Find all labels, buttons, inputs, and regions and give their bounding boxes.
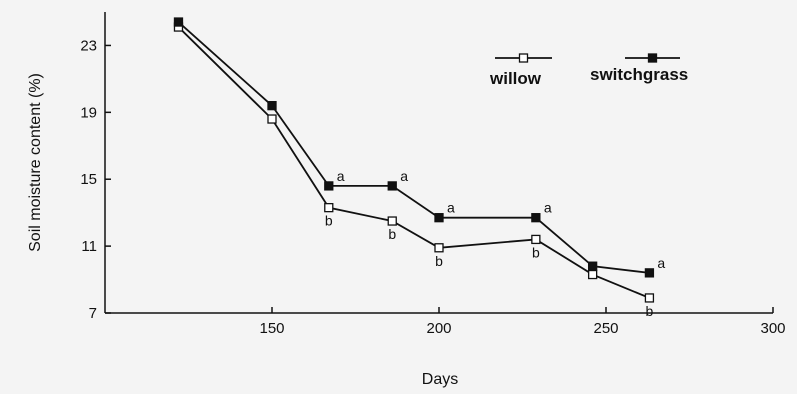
willow-significance-label: b (435, 253, 443, 269)
y-axis-title: Soil moisture content (%) (27, 73, 44, 252)
switchgrass-point (387, 181, 397, 191)
switchgrass-point (644, 268, 655, 278)
willow-significance-label: b (325, 213, 333, 229)
willow-significance-label: b (532, 244, 540, 260)
willow-point (387, 216, 397, 226)
series-willow: b b b b b (173, 22, 655, 319)
willow-point (267, 114, 277, 124)
willow-significance-label: b (646, 303, 654, 319)
y-tick-label: 11 (81, 238, 97, 255)
willow-significance-label: b (388, 226, 396, 242)
switchgrass-point (531, 213, 541, 223)
series-layer: b b b b b a a a a a (173, 17, 665, 319)
legend-item-willow: willow (489, 53, 552, 88)
willow-point (587, 269, 598, 280)
switchgrass-significance-label: a (447, 200, 455, 216)
y-tick-label: 19 (80, 104, 97, 121)
switchgrass-line (177, 21, 650, 274)
switchgrass-significance-label: a (400, 168, 408, 184)
switchgrass-significance-label: a (657, 255, 665, 271)
legend: willow switchgrass (489, 53, 688, 88)
willow-point (644, 293, 655, 303)
legend-marker (518, 53, 529, 63)
switchgrass-point (267, 100, 277, 111)
switchgrass-point (434, 213, 444, 223)
y-tick-label: 23 (80, 37, 97, 54)
x-tick-label: 200 (426, 320, 451, 337)
legend-marker (647, 53, 658, 63)
y-tick-label: 7 (89, 305, 97, 322)
legend-item-switchgrass: switchgrass (590, 53, 688, 84)
legend-label: willow (489, 69, 542, 88)
willow-point (434, 243, 444, 253)
switchgrass-point (173, 17, 184, 27)
x-axis-title: Days (422, 371, 458, 388)
x-tick-label: 150 (259, 320, 284, 337)
x-tick-label: 300 (760, 320, 785, 337)
y-tick-label: 15 (80, 171, 97, 188)
legend-label: switchgrass (590, 65, 688, 84)
willow-point (531, 234, 541, 245)
switchgrass-point (587, 261, 598, 271)
willow-point (324, 202, 334, 213)
x-tick-label: 250 (593, 320, 618, 337)
switchgrass-point (324, 181, 334, 191)
y-axis-ticks: 7 11 15 19 23 (80, 37, 111, 322)
series-switchgrass: a a a a a (173, 17, 665, 278)
willow-line (177, 26, 650, 299)
switchgrass-significance-label: a (544, 200, 552, 216)
x-axis-ticks: 150 200 250 300 (259, 307, 786, 337)
switchgrass-significance-label: a (337, 168, 345, 184)
